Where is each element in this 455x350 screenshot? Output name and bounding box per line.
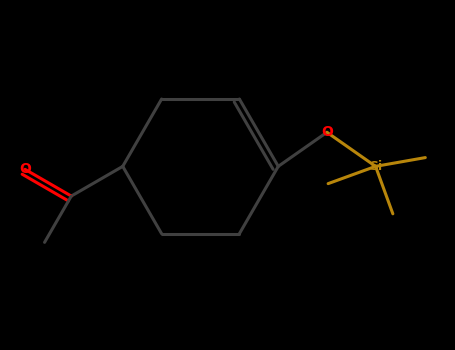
Text: O: O bbox=[321, 125, 333, 139]
Text: O: O bbox=[19, 162, 31, 176]
Text: Si: Si bbox=[369, 160, 382, 173]
